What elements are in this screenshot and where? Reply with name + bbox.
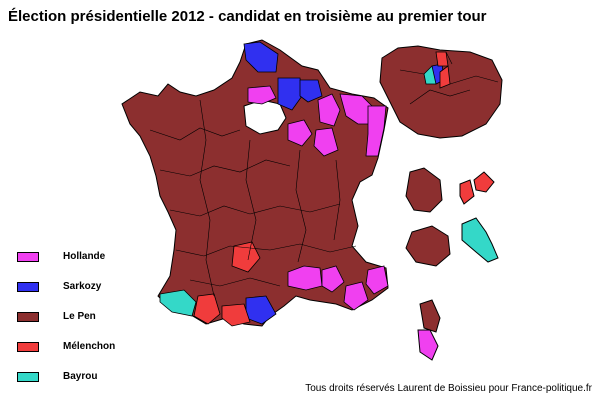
credit-text: Tous droits réservés Laurent de Boissieu… xyxy=(305,383,592,394)
dept-hollande-alsace-b xyxy=(365,105,387,157)
dept-melenchon-sw-a xyxy=(193,293,221,325)
legend-label: Hollande xyxy=(63,251,106,262)
legend-swatch xyxy=(17,372,39,382)
legend-label: Bayrou xyxy=(63,371,98,382)
corsica-south xyxy=(417,329,439,361)
dept-sarkozy-marne xyxy=(299,79,323,103)
overseas-martinique xyxy=(405,167,443,213)
dept-bayrou-pyrenees xyxy=(159,289,197,317)
mainland-france xyxy=(121,39,389,327)
paris-inset-boundaries xyxy=(399,51,499,105)
dept-boundaries xyxy=(149,99,357,297)
legend-swatch xyxy=(17,282,39,292)
legend-swatch xyxy=(17,342,39,352)
dept-hollande-north xyxy=(247,85,277,105)
dept-sarkozy-north xyxy=(243,41,279,73)
legend-label: Sarkozy xyxy=(63,281,102,292)
overseas-guadeloupe xyxy=(459,171,495,205)
corsica-north xyxy=(419,299,441,333)
dept-hollande-south-c xyxy=(343,281,369,311)
paris-inset-red-b xyxy=(435,51,449,67)
overseas-reunion xyxy=(405,225,451,267)
map-title: Élection présidentielle 2012 - candidat … xyxy=(8,8,487,25)
dept-hollande-south-b xyxy=(321,265,345,293)
legend-label: Mélenchon xyxy=(63,341,116,352)
dept-hollande-east-c xyxy=(313,127,339,157)
legend-swatch xyxy=(17,312,39,322)
legend-swatch xyxy=(17,252,39,262)
legend-label: Le Pen xyxy=(63,311,96,322)
paris-inset-outer xyxy=(379,45,503,139)
dept-hollande-south-d xyxy=(365,265,389,295)
dept-melenchon-sw-b xyxy=(221,303,251,327)
overseas-guyane xyxy=(461,217,499,263)
dept-hollande-east-b xyxy=(287,119,313,147)
dept-melenchon-center xyxy=(231,241,261,273)
dept-hollande-east-a xyxy=(317,93,341,127)
dept-sarkozy-oise xyxy=(277,77,303,111)
